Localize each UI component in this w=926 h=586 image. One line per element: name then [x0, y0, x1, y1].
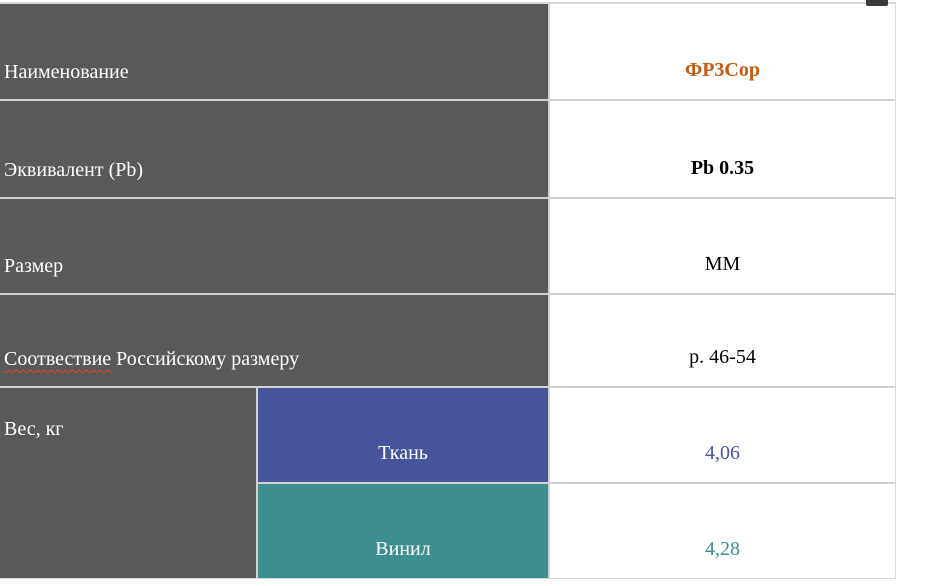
label-size-text: Размер — [4, 255, 64, 277]
sublabel-fabric-text: Ткань — [378, 442, 428, 464]
cell-value-size[interactable]: ММ — [550, 199, 895, 293]
label-russian-size-rest: Российскому размеру — [111, 348, 300, 370]
product-spec-table: Наименование ФР3Сор Эквивалент (Pb) Pb 0… — [0, 2, 896, 579]
misspelled-word: Соотвествие — [4, 348, 112, 370]
cell-value-fabric-weight[interactable]: 4,06 — [550, 388, 895, 482]
cell-value-vinyl-weight[interactable]: 4,28 — [550, 484, 895, 578]
cell-value-equivalent[interactable]: Pb 0.35 — [550, 101, 895, 197]
value-name-text: ФР3Сор — [685, 59, 760, 81]
label-name-text: Наименование — [4, 61, 129, 83]
cell-label-name[interactable]: Наименование — [0, 4, 548, 99]
cell-label-weight[interactable]: Вес, кг — [0, 388, 256, 578]
cell-sublabel-vinyl[interactable]: Винил — [258, 484, 548, 578]
value-size-text: ММ — [704, 253, 741, 275]
cell-label-equivalent[interactable]: Эквивалент (Pb) — [0, 101, 548, 197]
table-corner-mark — [866, 0, 888, 6]
value-equivalent-text: Pb 0.35 — [690, 157, 755, 179]
cell-sublabel-fabric[interactable]: Ткань — [258, 388, 548, 482]
label-equivalent-text: Эквивалент (Pb) — [4, 159, 144, 181]
label-russian-size-text: Соотвествие Российскому размеру — [4, 348, 299, 371]
sublabel-vinyl-text: Винил — [375, 538, 431, 560]
value-russian-size-text: р. 46-54 — [689, 346, 756, 368]
cell-value-russian-size[interactable]: р. 46-54 — [550, 295, 895, 386]
cell-label-russian-size[interactable]: Соотвествие Российскому размеру — [0, 295, 548, 386]
cell-value-name[interactable]: ФР3Сор — [550, 4, 895, 99]
label-weight-text: Вес, кг — [4, 418, 64, 440]
value-vinyl-weight-text: 4,28 — [705, 538, 740, 560]
cell-label-size[interactable]: Размер — [0, 199, 548, 293]
value-fabric-weight-text: 4,06 — [705, 442, 740, 464]
